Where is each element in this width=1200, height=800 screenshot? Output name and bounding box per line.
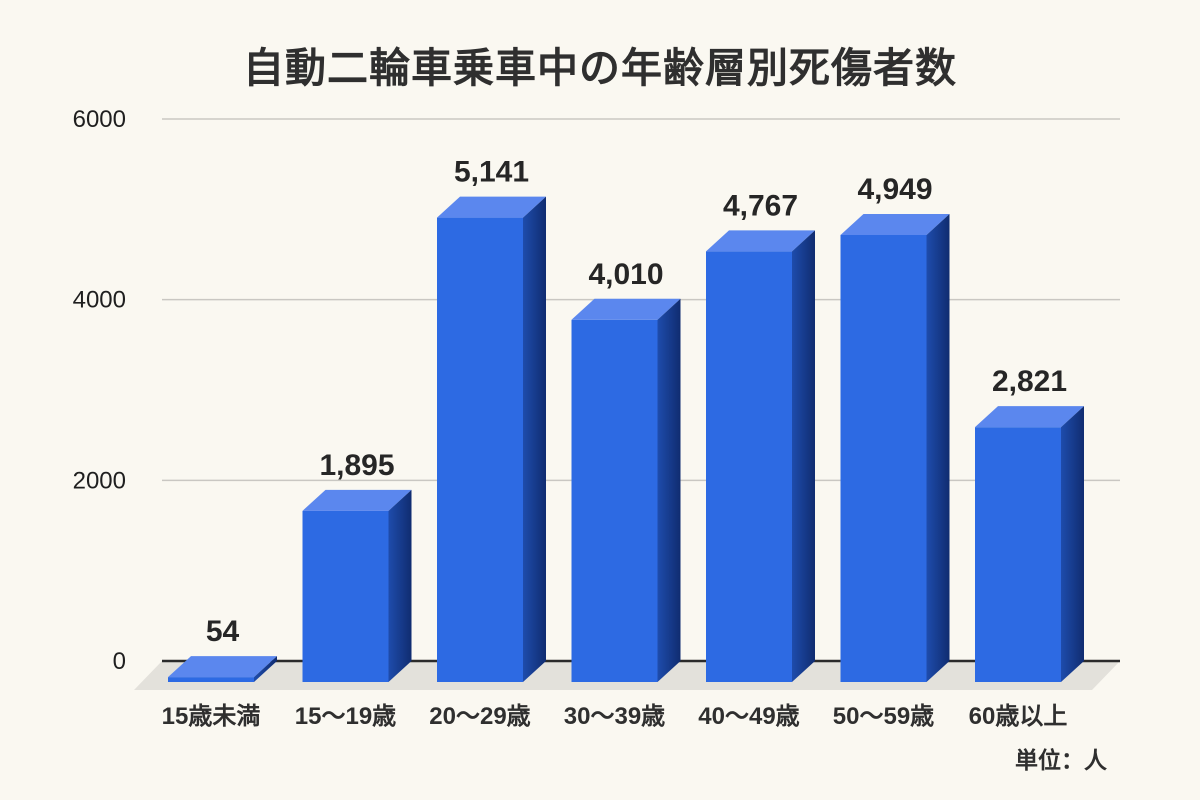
value-label-4: 4,767 <box>723 189 798 222</box>
bar-group-4: 4,767 40〜49歳 <box>698 189 815 730</box>
bar-side-face <box>926 213 950 682</box>
value-label-3: 4,010 <box>588 258 663 291</box>
bar-side-face <box>388 489 412 682</box>
value-label-2: 5,141 <box>454 156 529 189</box>
ytick-label-2000: 2000 <box>73 467 126 494</box>
value-label-1: 1,895 <box>319 449 394 482</box>
bar-group-3: 4,010 30〜39歳 <box>564 258 681 730</box>
bar-top-face <box>975 406 1084 428</box>
bar-group-5: 4,949 50〜59歳 <box>833 173 950 730</box>
category-label-6: 60歳以上 <box>969 702 1068 730</box>
category-label-3: 30〜39歳 <box>564 702 665 730</box>
bar-side-face <box>1061 406 1084 682</box>
ytick-label-6000: 6000 <box>73 106 126 133</box>
bar-top-face <box>302 489 412 511</box>
category-label-5: 50〜59歳 <box>833 702 934 730</box>
unit-note: 単位：人 <box>1015 747 1107 773</box>
value-label-6: 2,821 <box>992 365 1067 398</box>
bar-group-6: 2,821 60歳以上 <box>969 365 1084 730</box>
bar-top-face <box>840 213 950 235</box>
chart-title: 自動二輪車乗車中の年齢層別死傷者数 <box>243 45 957 91</box>
bar-side-face <box>254 656 277 682</box>
bar-side-face <box>657 298 681 682</box>
bar-front-face <box>302 510 389 682</box>
bar-front-face <box>840 234 927 682</box>
bar-front-face <box>706 251 792 683</box>
bar-group-2: 5,141 20〜29歳 <box>429 156 546 730</box>
bar-group-0: 54 15歳未満 <box>162 615 277 730</box>
bar-side-face <box>792 230 815 683</box>
bar-side-face <box>523 196 546 683</box>
ytick-label-0: 0 <box>113 648 126 675</box>
bar-top-face <box>437 196 546 218</box>
bar-group-1: 1,895 15〜19歳 <box>295 449 412 730</box>
bar-front-face <box>571 319 658 682</box>
bar-top-face <box>706 230 815 252</box>
category-label-1: 15〜19歳 <box>295 702 396 730</box>
value-label-0: 54 <box>206 615 240 648</box>
category-label-0: 15歳未満 <box>162 702 261 730</box>
bar-top-face <box>168 656 277 678</box>
category-label-4: 40〜49歳 <box>698 702 799 730</box>
ytick-label-4000: 4000 <box>73 287 126 314</box>
bar-top-face <box>571 298 681 320</box>
bar-front-face <box>168 677 254 682</box>
category-label-2: 20〜29歳 <box>429 702 530 730</box>
bar-front-face <box>437 217 523 683</box>
bar-front-face <box>975 427 1061 682</box>
value-label-5: 4,949 <box>857 173 932 206</box>
